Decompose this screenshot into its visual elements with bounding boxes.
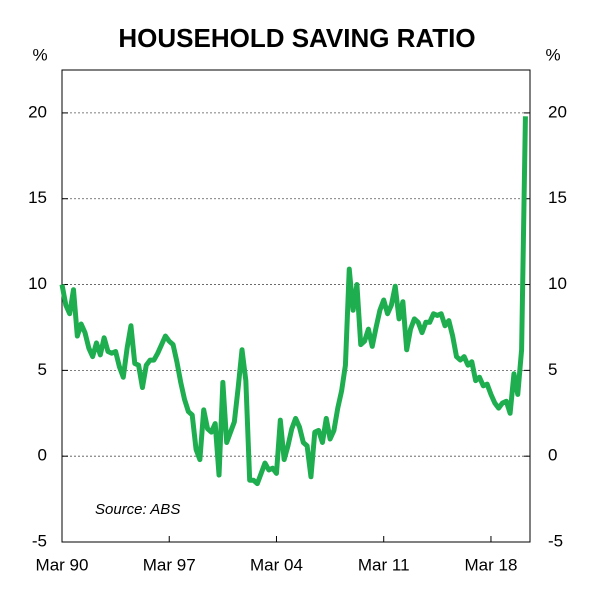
source-note: Source: ABS [95,501,180,518]
y-tick-label: 20 [28,102,47,121]
x-tick-label: Mar 18 [464,555,517,574]
y-tick-label: 10 [28,274,47,293]
y2-tick-label: 10 [548,274,567,293]
y2-tick-label: 15 [548,188,567,207]
plot-frame [61,69,531,543]
y2-tick-label: 0 [548,446,557,465]
chart-title: HOUSEHOLD SAVING RATIO [118,23,475,53]
y-tick-label: 5 [38,360,47,379]
y2-tick-label: 5 [548,360,557,379]
y-axis-label: % [32,45,47,64]
data-line [59,116,528,487]
y2-tick-label: 20 [548,102,567,121]
y2-tick-label: -5 [548,531,563,550]
y-tick-label: -5 [32,531,47,550]
y-tick-label: 15 [28,188,47,207]
x-tick-label: Mar 90 [36,555,89,574]
x-tick-label: Mar 97 [143,555,196,574]
y2-axis-label: % [545,45,560,64]
x-tick-label: Mar 11 [358,555,410,574]
y-tick-label: 0 [38,446,47,465]
x-tick-label: Mar 04 [250,555,303,574]
